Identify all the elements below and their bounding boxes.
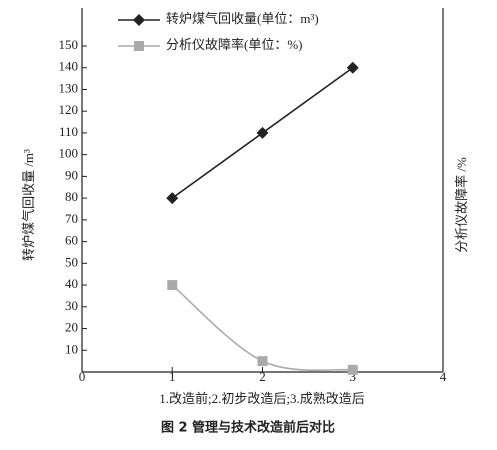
marker xyxy=(347,364,358,375)
caption: 图 2 管理与技术改造前后对比 xyxy=(161,420,335,436)
x-tick-label: 3 xyxy=(350,369,357,384)
marker xyxy=(166,192,179,205)
marker xyxy=(167,280,178,291)
marker xyxy=(133,14,145,26)
y-tick-label: 70 xyxy=(65,211,78,226)
y-tick-label: 130 xyxy=(59,80,79,95)
y-tick-label: 90 xyxy=(65,167,78,182)
y-tick-label: 20 xyxy=(65,320,78,335)
y-tick-label: 40 xyxy=(65,276,78,291)
x-tick-label: 2 xyxy=(259,369,266,384)
marker xyxy=(256,126,269,139)
y-tick-label: 120 xyxy=(59,102,79,117)
legend-label: 分析仪故障率(单位：%) xyxy=(166,37,303,52)
y-tick-label: 100 xyxy=(59,146,79,161)
marker xyxy=(257,356,268,367)
legend-label: 转炉煤气回收量(单位：m³) xyxy=(166,11,319,26)
y-tick-label: 50 xyxy=(65,254,78,269)
y-axis-label: 转炉煤气回收量 /m³ xyxy=(21,149,36,261)
y-tick-label: 10 xyxy=(65,341,78,356)
x-axis-label: 1.改造前;2.初步改造后;3.成熟改造后 xyxy=(159,391,364,406)
y-tick-label: 80 xyxy=(65,189,78,204)
x-tick-label: 4 xyxy=(440,369,447,384)
y-tick-label: 110 xyxy=(59,124,78,139)
x-tick-label: 0 xyxy=(79,369,86,384)
y2-axis-label: 分析仪故障率 /% xyxy=(454,157,469,253)
x-tick-label: 1 xyxy=(169,369,176,384)
marker xyxy=(346,61,359,74)
y-tick-label: 30 xyxy=(65,298,78,313)
y-tick-label: 60 xyxy=(65,233,78,248)
y-tick-label: 150 xyxy=(59,37,79,52)
marker xyxy=(134,41,144,51)
y-tick-label: 140 xyxy=(59,59,79,74)
